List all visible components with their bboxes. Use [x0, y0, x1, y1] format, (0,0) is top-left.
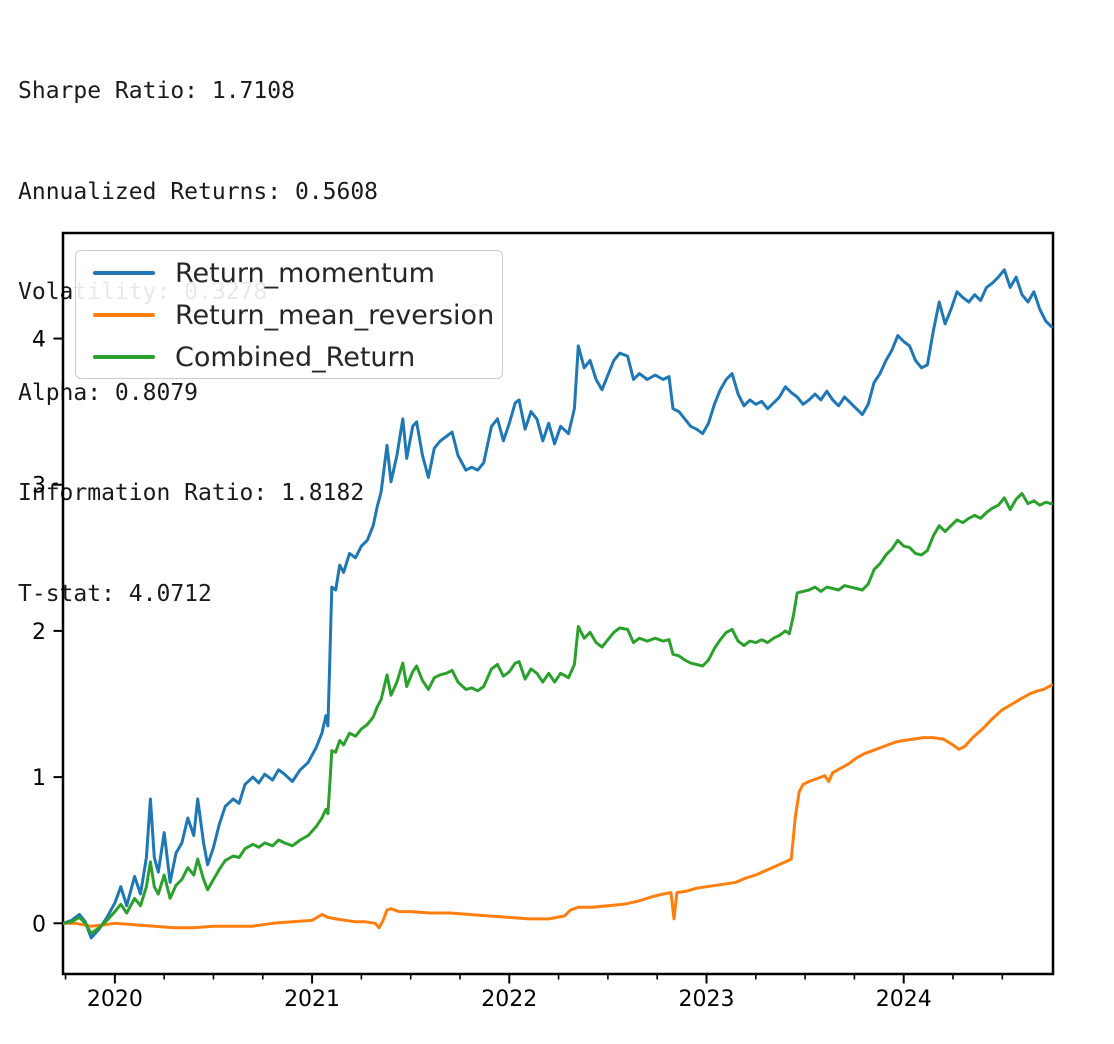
series-line-combined_return	[63, 492, 1053, 935]
y-tick-label: 4	[32, 328, 46, 353]
legend-label-return-momentum: Return_momentum	[175, 257, 435, 289]
x-tick-label: 2020	[87, 987, 143, 1012]
stat-line-alpha: Alpha: 0.8079	[18, 379, 199, 406]
chart-legend: Return_momentum Return_mean_reversion Co…	[75, 250, 503, 379]
stat-line-information-ratio: Information Ratio: 1.8182	[18, 480, 365, 506]
series-line-return_momentum	[63, 268, 1053, 940]
legend-line-sample-green	[93, 354, 155, 360]
legend-item-return-mean-reversion: Return_mean_reversion	[86, 294, 495, 336]
x-tick-label: 2022	[481, 987, 537, 1012]
x-tick-label: 2021	[284, 987, 340, 1012]
y-tick-label: 3	[32, 474, 46, 499]
legend-item-return-momentum: Return_momentum	[86, 252, 492, 294]
legend-label-return-mean-reversion: Return_mean_reversion	[175, 299, 495, 331]
y-tick-label: 2	[32, 620, 46, 645]
legend-line-sample-orange	[93, 312, 155, 318]
x-tick-label: 2023	[679, 987, 735, 1012]
y-tick-label: 1	[32, 766, 46, 791]
stat-line-t-stat: T-stat: 4.0712	[18, 580, 212, 607]
series-line-return_mean_reversion	[63, 683, 1053, 930]
legend-item-combined-return: Combined_Return	[86, 336, 492, 378]
legend-label-combined-return: Combined_Return	[175, 341, 416, 373]
legend-line-sample-blue	[93, 270, 155, 276]
stat-line-sharpe-ratio: Sharpe Ratio: 1.7108	[18, 78, 295, 104]
stat-line-annualized-returns: Annualized Returns: 0.5608	[18, 178, 379, 205]
y-tick-label: 0	[32, 912, 46, 937]
x-tick-label: 2024	[876, 987, 932, 1012]
